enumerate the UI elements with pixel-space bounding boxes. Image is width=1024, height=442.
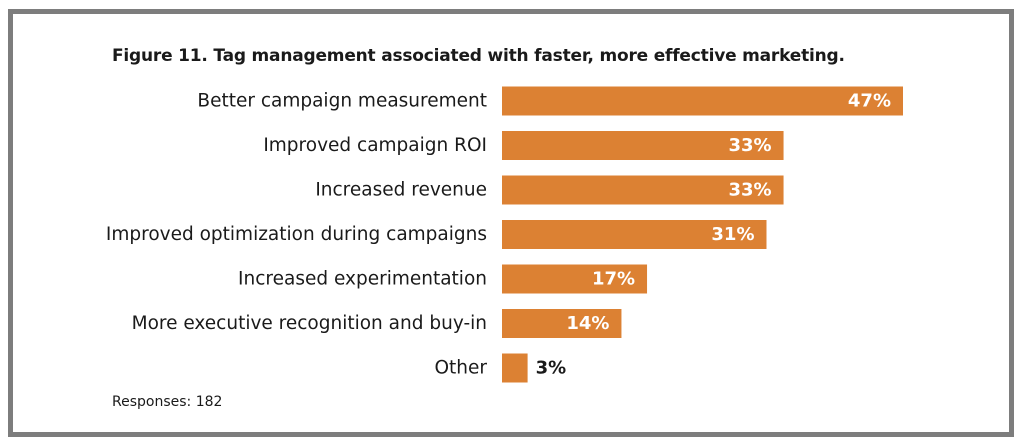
bar [502,264,648,294]
category-label: Other [434,358,487,379]
responses-footnote: Responses: 182 [112,394,223,410]
bar [502,309,622,338]
bar [502,175,784,205]
value-label: 17% [592,269,635,290]
bar [502,86,903,116]
category-label: Improved optimization during campaigns [106,224,487,245]
value-label: 47% [848,91,891,112]
bar [502,220,767,249]
category-label: More executive recognition and buy-in [132,313,487,334]
value-label: 33% [728,135,771,156]
value-label: 31% [711,224,754,245]
category-label: Better campaign measurement [197,91,487,112]
value-label: 33% [728,180,771,201]
value-label: 3% [536,358,567,379]
chart-title: Figure 11. Tag management associated wit… [112,46,845,66]
bar [502,353,528,383]
bar [502,131,784,160]
value-label: 14% [566,313,609,334]
category-label: Increased experimentation [238,269,487,290]
category-label: Increased revenue [315,180,487,201]
category-label: Improved campaign ROI [263,135,487,156]
